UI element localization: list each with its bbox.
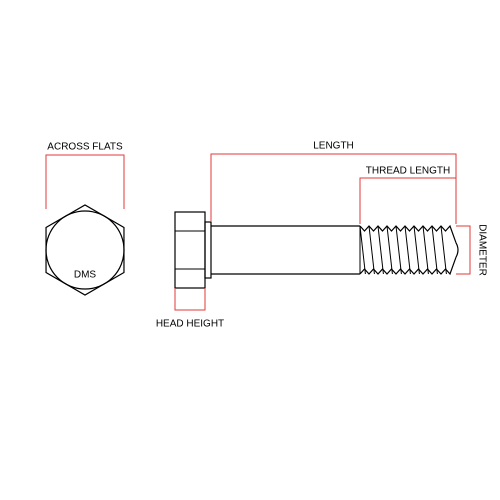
bolt-flange [205, 222, 211, 278]
thread-helix [387, 226, 392, 274]
thread-helix [423, 226, 428, 274]
dim-thread-length [360, 178, 456, 224]
label-across-flats: ACROSS FLATS [47, 142, 123, 153]
label-diameter: DIAMETER [476, 224, 487, 276]
hex-head-outline [46, 205, 124, 295]
bolt-tip [456, 243, 458, 257]
label-length: LENGTH [313, 141, 354, 152]
bolt-head [175, 212, 205, 288]
label-head-height: HEAD HEIGHT [156, 319, 224, 330]
thread-helix [405, 226, 410, 274]
thread-helix [360, 226, 365, 274]
thread-helix [369, 226, 374, 274]
thread-helix [414, 226, 419, 274]
bolt-diagram: ACROSS FLATS DMS LENGTH THREAD LENGTH HEAD H… [0, 0, 500, 500]
thread-helix [396, 226, 401, 274]
thread-helix [441, 226, 446, 274]
dim-across-flats [46, 155, 124, 209]
dim-length [211, 154, 456, 224]
thread-helix [432, 226, 437, 274]
thread-helix [378, 226, 383, 274]
dim-head-height [175, 288, 205, 310]
label-dms: DMS [74, 269, 97, 280]
label-thread-length: THREAD LENGTH [366, 166, 450, 177]
